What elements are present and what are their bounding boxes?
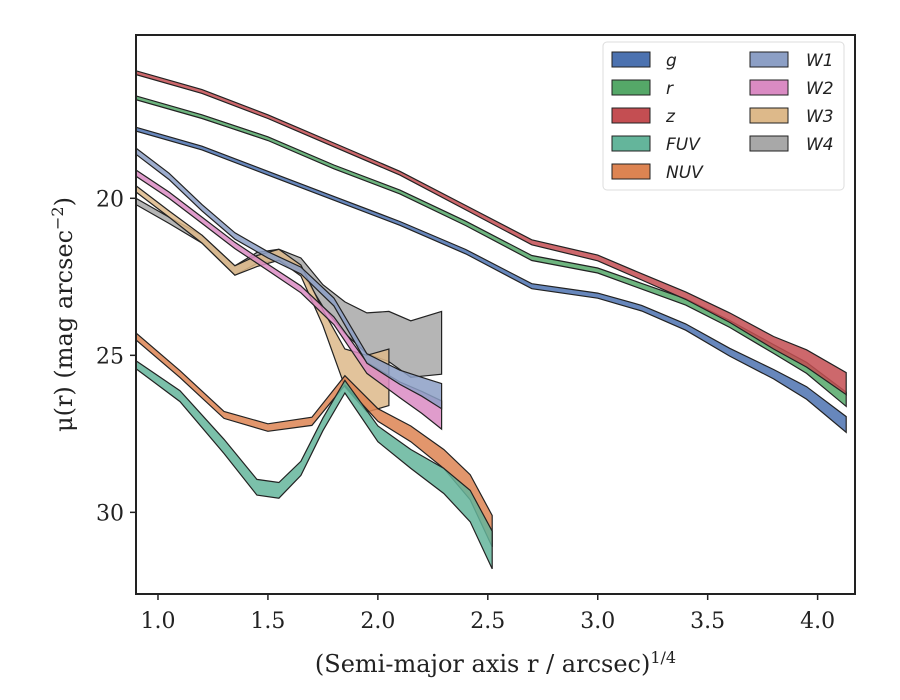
legend-swatch-nuv bbox=[611, 163, 651, 180]
y-tick-label: 20 bbox=[96, 187, 124, 212]
y-tick-label: 30 bbox=[96, 501, 124, 526]
series-band-g bbox=[136, 126, 847, 434]
plot-area bbox=[136, 70, 847, 570]
legend-swatch-r bbox=[611, 79, 651, 96]
series-band-z bbox=[136, 70, 847, 396]
legend-swatch-w2 bbox=[749, 79, 789, 96]
series-band-w1 bbox=[136, 147, 443, 410]
x-axis-label: (Semi-major axis r / arcsec)1/4 bbox=[315, 648, 676, 679]
legend-swatch-w1 bbox=[749, 51, 789, 68]
x-tick-label: 4.0 bbox=[800, 609, 835, 634]
x-tick-label: 3.5 bbox=[690, 609, 725, 634]
legend-label-w3: W3 bbox=[806, 107, 834, 127]
y-tick-label: 25 bbox=[96, 344, 124, 369]
legend-label-w1: W1 bbox=[806, 51, 834, 71]
legend-label-fuv: FUV bbox=[666, 135, 701, 155]
legend: grz FUV NUV W1 W2 W3 W4 bbox=[602, 41, 845, 191]
legend-swatch-w4 bbox=[749, 135, 789, 152]
x-tick-label: 1.0 bbox=[140, 609, 175, 634]
legend-label-w2: W2 bbox=[806, 79, 834, 99]
series-band-fuv bbox=[136, 360, 493, 570]
x-tick-label: 2.0 bbox=[360, 609, 395, 634]
legend-label-r: r bbox=[666, 79, 674, 99]
series-band-w3 bbox=[136, 184, 390, 413]
y-axis-label: μ(r) (mag arcsec−2) bbox=[48, 197, 79, 432]
y-axis: 20 25 30 bbox=[96, 187, 136, 526]
x-tick-label: 3.0 bbox=[580, 609, 615, 634]
legend-box bbox=[602, 41, 845, 191]
x-axis: 1.0 1.5 2.0 2.5 3.0 3.5 4.0 bbox=[140, 594, 835, 634]
x-tick-label: 2.5 bbox=[470, 609, 505, 634]
axes-frame bbox=[135, 34, 856, 595]
legend-swatch-w3 bbox=[749, 107, 789, 124]
legend-label-nuv: NUV bbox=[666, 163, 704, 183]
series-band-w2 bbox=[136, 169, 443, 431]
series-band-r bbox=[136, 95, 847, 408]
legend-swatch-g bbox=[611, 51, 651, 68]
x-tick-label: 1.5 bbox=[250, 609, 285, 634]
legend-label-w4: W4 bbox=[806, 135, 834, 155]
legend-swatch-z bbox=[611, 107, 651, 124]
legend-label-g: g bbox=[666, 51, 677, 71]
legend-swatch-fuv bbox=[611, 135, 651, 152]
legend-label-z: z bbox=[665, 107, 676, 127]
